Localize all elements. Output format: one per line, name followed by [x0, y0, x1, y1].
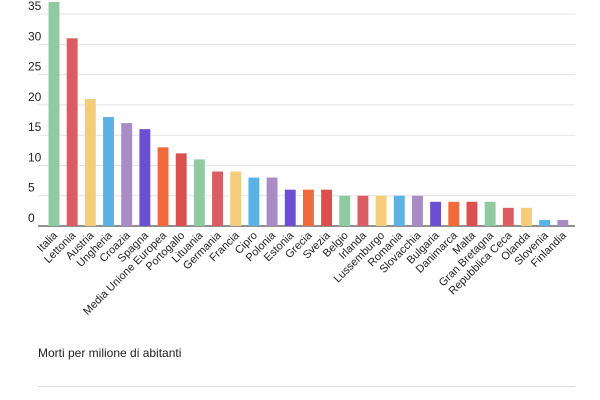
- bar-estonia: [284, 189, 296, 226]
- bar-danimarca: [448, 201, 460, 226]
- bar-bulgaria: [430, 201, 442, 226]
- bar-francia: [230, 171, 242, 226]
- bar-gran-bretagna: [484, 201, 496, 226]
- bar-romania: [393, 195, 405, 226]
- y-tick-label: 0: [28, 211, 35, 225]
- bar-irlanda: [357, 195, 369, 226]
- bar-repubblica-ceca: [502, 207, 514, 226]
- bar-spagna: [139, 129, 151, 226]
- bar-lituania: [193, 159, 205, 226]
- bar-svezia: [321, 189, 333, 226]
- bar-slovenia: [539, 219, 551, 226]
- bar-cipro: [248, 177, 260, 226]
- bar-slovacchia: [411, 195, 423, 226]
- x-axis-labels: ItaliaLettoniaAustriaUngheriaCroaziaSpag…: [35, 229, 569, 318]
- bar-lettonia: [66, 38, 78, 226]
- y-tick-label: 15: [28, 120, 42, 134]
- bar-media-unione-europea: [157, 147, 169, 226]
- bar-finlandia: [557, 219, 569, 226]
- bar-austria: [84, 98, 96, 226]
- chart-caption: Morti per milione di abitanti: [38, 346, 182, 360]
- y-tick-label: 10: [28, 150, 42, 164]
- bar-italia: [48, 2, 60, 226]
- y-axis-ticks: 0 5 10 15 20 25 30 35: [28, 0, 42, 225]
- bars: [48, 2, 569, 226]
- y-tick-label: 25: [28, 60, 42, 74]
- y-tick-label: 5: [28, 181, 35, 195]
- bar-polonia: [266, 177, 278, 226]
- bar-lussemburgo: [375, 195, 387, 226]
- divider: [38, 386, 575, 387]
- bar-belgio: [339, 195, 351, 226]
- bar-olanda: [521, 207, 532, 226]
- y-tick-label: 20: [28, 90, 42, 104]
- bar-croazia: [121, 123, 133, 226]
- y-tick-label: 30: [28, 29, 42, 43]
- bar-malta: [466, 201, 478, 226]
- y-tick-label: 35: [28, 0, 42, 13]
- bar-ungheria: [103, 117, 114, 226]
- bar-germania: [212, 171, 224, 226]
- bar-grecia: [302, 189, 314, 226]
- bar-portogallo: [175, 153, 187, 226]
